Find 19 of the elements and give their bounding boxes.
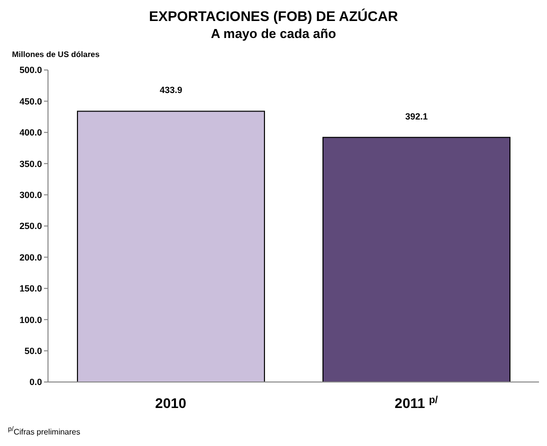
y-tick-label: 50.0 (24, 346, 42, 356)
y-tick-label: 0.0 (29, 377, 42, 388)
data-label: 433.9 (160, 85, 182, 96)
y-tick-label: 450.0 (19, 96, 42, 106)
chart-title: EXPORTACIONES (FOB) DE AZÚCAR (148, 8, 399, 24)
y-tick-label: 350.0 (19, 158, 42, 169)
text: $^{p/}$Cifras preliminares (8, 426, 80, 437)
y-tick-label: 150.0 (19, 284, 42, 294)
x-tick-label: 2011 $^{p/}$ (394, 394, 438, 411)
y-tick-label: 500.0 (19, 65, 42, 76)
chart-subtitle: A mayo de cada año (210, 26, 338, 41)
y-tick-label: 400.0 (19, 128, 42, 138)
y-tick-label: 250.0 (19, 221, 42, 232)
y-tick-label: 100.0 (19, 314, 42, 325)
x-tick-label: 2010 (155, 395, 187, 411)
y-axis-title: Millones de US dólares (12, 50, 100, 59)
data-label: 392.1 (405, 111, 428, 122)
y-tick-label: 200.0 (19, 252, 42, 262)
y-tick-label: 300.0 (19, 190, 42, 200)
